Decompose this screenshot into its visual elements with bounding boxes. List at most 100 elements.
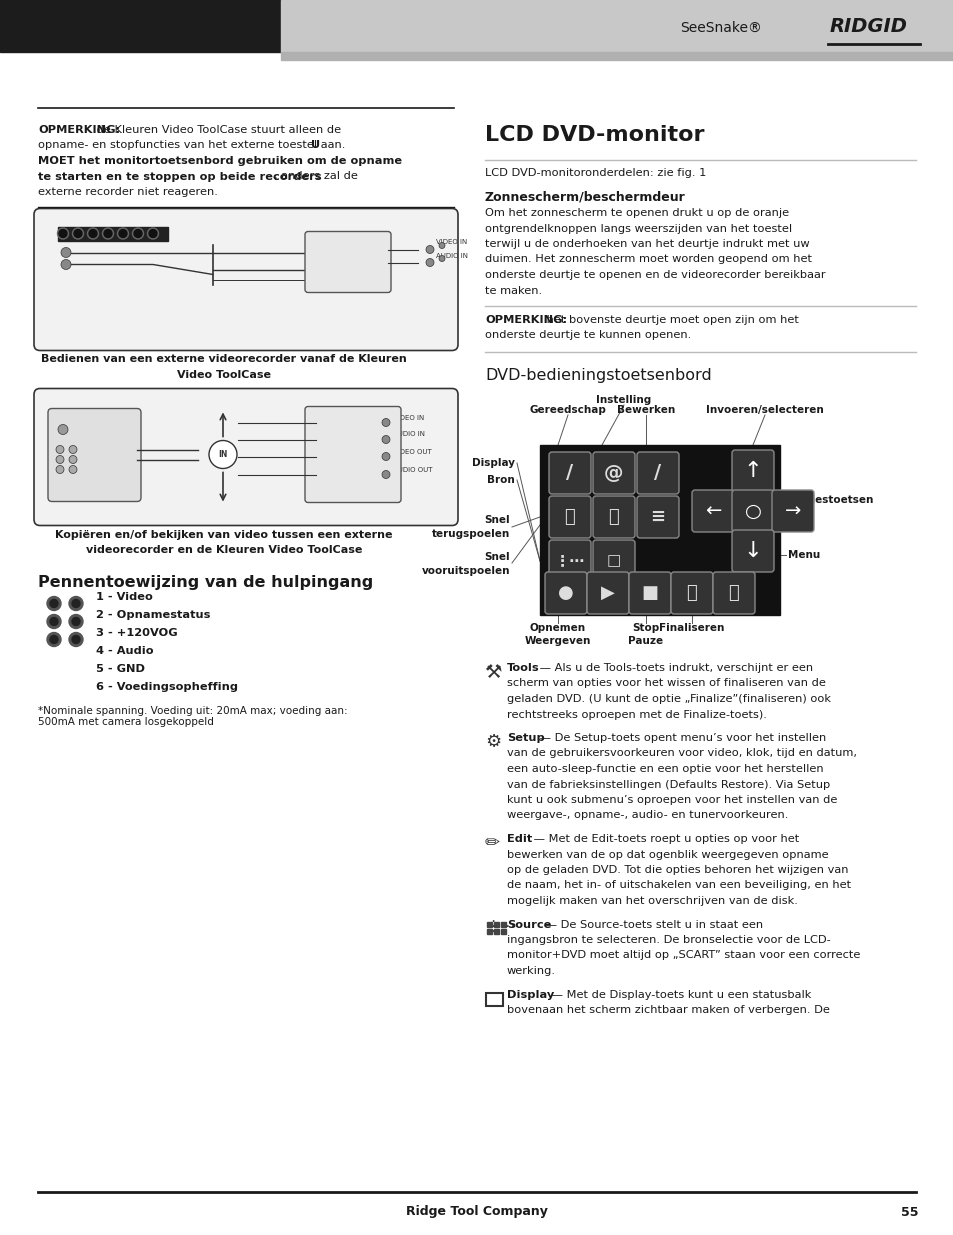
Text: Snel: Snel [484, 515, 510, 525]
Text: , anders zal de: , anders zal de [274, 172, 358, 182]
Text: ⚒: ⚒ [484, 663, 502, 682]
Circle shape [381, 419, 390, 426]
Text: VIDEO IN: VIDEO IN [393, 415, 424, 420]
Text: Menu: Menu [787, 550, 820, 559]
Bar [485, 993, 502, 1005]
Text: OPMERKING:: OPMERKING: [38, 125, 120, 135]
Text: te maken.: te maken. [484, 285, 541, 295]
Text: Tools: Tools [506, 663, 539, 673]
Circle shape [381, 436, 390, 443]
Text: op de geladen DVD. Tot die opties behoren het wijzigen van: op de geladen DVD. Tot die opties behore… [506, 864, 847, 876]
Text: Invoeren/selecteren: Invoeren/selecteren [705, 405, 823, 415]
Text: OPMERKING:: OPMERKING: [484, 315, 566, 325]
FancyBboxPatch shape [731, 490, 773, 532]
Text: de Kleuren Video ToolCase stuurt alleen de: de Kleuren Video ToolCase stuurt alleen … [92, 125, 341, 135]
Circle shape [438, 242, 444, 248]
FancyBboxPatch shape [731, 530, 773, 572]
Circle shape [69, 466, 77, 473]
Bar [500, 929, 505, 934]
Text: Zonnescherm/beschermdeur: Zonnescherm/beschermdeur [484, 190, 685, 203]
FancyBboxPatch shape [712, 572, 754, 614]
Text: videorecorder en de Kleuren Video ToolCase: videorecorder en de Kleuren Video ToolCa… [86, 545, 362, 555]
Text: van de fabrieksinstellingen (Defaults Restore). Via Setup: van de fabrieksinstellingen (Defaults Re… [506, 779, 829, 789]
Text: Video ToolCase: Video ToolCase [177, 370, 271, 380]
Text: ⏸: ⏸ [686, 584, 697, 601]
Bar [494, 921, 498, 926]
Text: AUDIO OUT: AUDIO OUT [393, 467, 432, 473]
Text: →: → [784, 501, 801, 520]
Text: @: @ [603, 463, 623, 483]
FancyBboxPatch shape [48, 409, 141, 501]
FancyBboxPatch shape [691, 490, 733, 532]
FancyBboxPatch shape [670, 572, 712, 614]
Bar [281, 52, 953, 61]
Circle shape [59, 230, 67, 237]
Circle shape [426, 258, 434, 267]
Text: bewerken van de op dat ogenblik weergegeven opname: bewerken van de op dat ogenblik weergege… [506, 850, 828, 860]
Text: 6 - Voedingsopheffing: 6 - Voedingsopheffing [96, 683, 237, 693]
FancyBboxPatch shape [637, 496, 679, 538]
Text: scherm van opties voor het wissen of finaliseren van de: scherm van opties voor het wissen of fin… [506, 678, 825, 688]
Circle shape [381, 471, 390, 478]
Text: ▶: ▶ [600, 584, 615, 601]
Text: Display: Display [472, 458, 515, 468]
Circle shape [102, 228, 113, 240]
Text: 3 - +120VOG: 3 - +120VOG [96, 629, 177, 638]
Text: werking.: werking. [506, 966, 556, 976]
Bar [58, 226, 168, 241]
Circle shape [61, 259, 71, 269]
Circle shape [89, 230, 97, 237]
Text: MOET het monitortoetsenbord gebruiken om de opname: MOET het monitortoetsenbord gebruiken om… [38, 156, 402, 165]
Text: vooruitspoelen: vooruitspoelen [421, 566, 510, 576]
Text: de naam, het in- of uitschakelen van een beveiliging, en het: de naam, het in- of uitschakelen van een… [506, 881, 850, 890]
Text: Pijltjestoetsen: Pijltjestoetsen [787, 495, 872, 505]
Circle shape [47, 597, 61, 610]
Circle shape [47, 615, 61, 629]
Text: ⚙: ⚙ [484, 734, 500, 751]
Text: een auto-sleep-functie en een optie voor het herstellen: een auto-sleep-functie en een optie voor… [506, 764, 822, 774]
Circle shape [50, 636, 58, 643]
Circle shape [71, 618, 80, 625]
Circle shape [74, 230, 82, 237]
Text: /: / [654, 463, 660, 483]
Text: ●: ● [558, 584, 574, 601]
Text: 5 - GND: 5 - GND [96, 664, 145, 674]
Text: Finaliseren: Finaliseren [659, 622, 724, 634]
FancyBboxPatch shape [586, 572, 628, 614]
Text: van de gebruikersvoorkeuren voor video, klok, tijd en datum,: van de gebruikersvoorkeuren voor video, … [506, 748, 856, 758]
Bar [486, 929, 492, 934]
FancyBboxPatch shape [305, 406, 400, 503]
Text: Pauze: Pauze [628, 636, 663, 646]
Text: Gereedschap: Gereedschap [529, 405, 606, 415]
FancyBboxPatch shape [548, 540, 590, 582]
Circle shape [72, 228, 84, 240]
Circle shape [426, 246, 434, 253]
Circle shape [209, 441, 236, 468]
Circle shape [56, 456, 64, 463]
Text: duimen. Het zonnescherm moet worden geopend om het: duimen. Het zonnescherm moet worden geop… [484, 254, 811, 264]
Text: RIDGID: RIDGID [829, 17, 907, 37]
Text: Bedienen van een externe videorecorder vanaf de Kleuren: Bedienen van een externe videorecorder v… [41, 354, 407, 364]
FancyBboxPatch shape [305, 231, 391, 293]
Text: Pennentoewijzing van de hulpingang: Pennentoewijzing van de hulpingang [38, 576, 373, 590]
Text: ■: ■ [640, 584, 658, 601]
Bar [281, 0, 953, 52]
Text: 🔒: 🔒 [728, 584, 739, 601]
Text: Ridge Tool Company: Ridge Tool Company [406, 1205, 547, 1219]
Circle shape [47, 632, 61, 646]
Text: ⋮⋯: ⋮⋯ [554, 553, 584, 568]
Text: Weergeven: Weergeven [524, 636, 591, 646]
Text: Opnemen: Opnemen [529, 622, 585, 634]
Text: Snel: Snel [484, 552, 510, 562]
Text: Setup: Setup [506, 734, 544, 743]
FancyBboxPatch shape [548, 452, 590, 494]
Text: — De Source-toets stelt u in staat een: — De Source-toets stelt u in staat een [541, 920, 762, 930]
Text: terugspoelen: terugspoelen [432, 529, 510, 538]
Circle shape [69, 456, 77, 463]
Text: — Als u de Tools-toets indrukt, verschijnt er een: — Als u de Tools-toets indrukt, verschij… [536, 663, 812, 673]
FancyBboxPatch shape [593, 540, 635, 582]
Text: *Nominale spanning. Voeding uit: 20mA max; voeding aan:
500mA met camera losgeko: *Nominale spanning. Voeding uit: 20mA ma… [38, 705, 347, 727]
Text: ↑: ↑ [743, 461, 761, 480]
Text: onderste deurtje te openen en de videorecorder bereikbaar: onderste deurtje te openen en de videore… [484, 270, 824, 280]
Circle shape [50, 599, 58, 608]
